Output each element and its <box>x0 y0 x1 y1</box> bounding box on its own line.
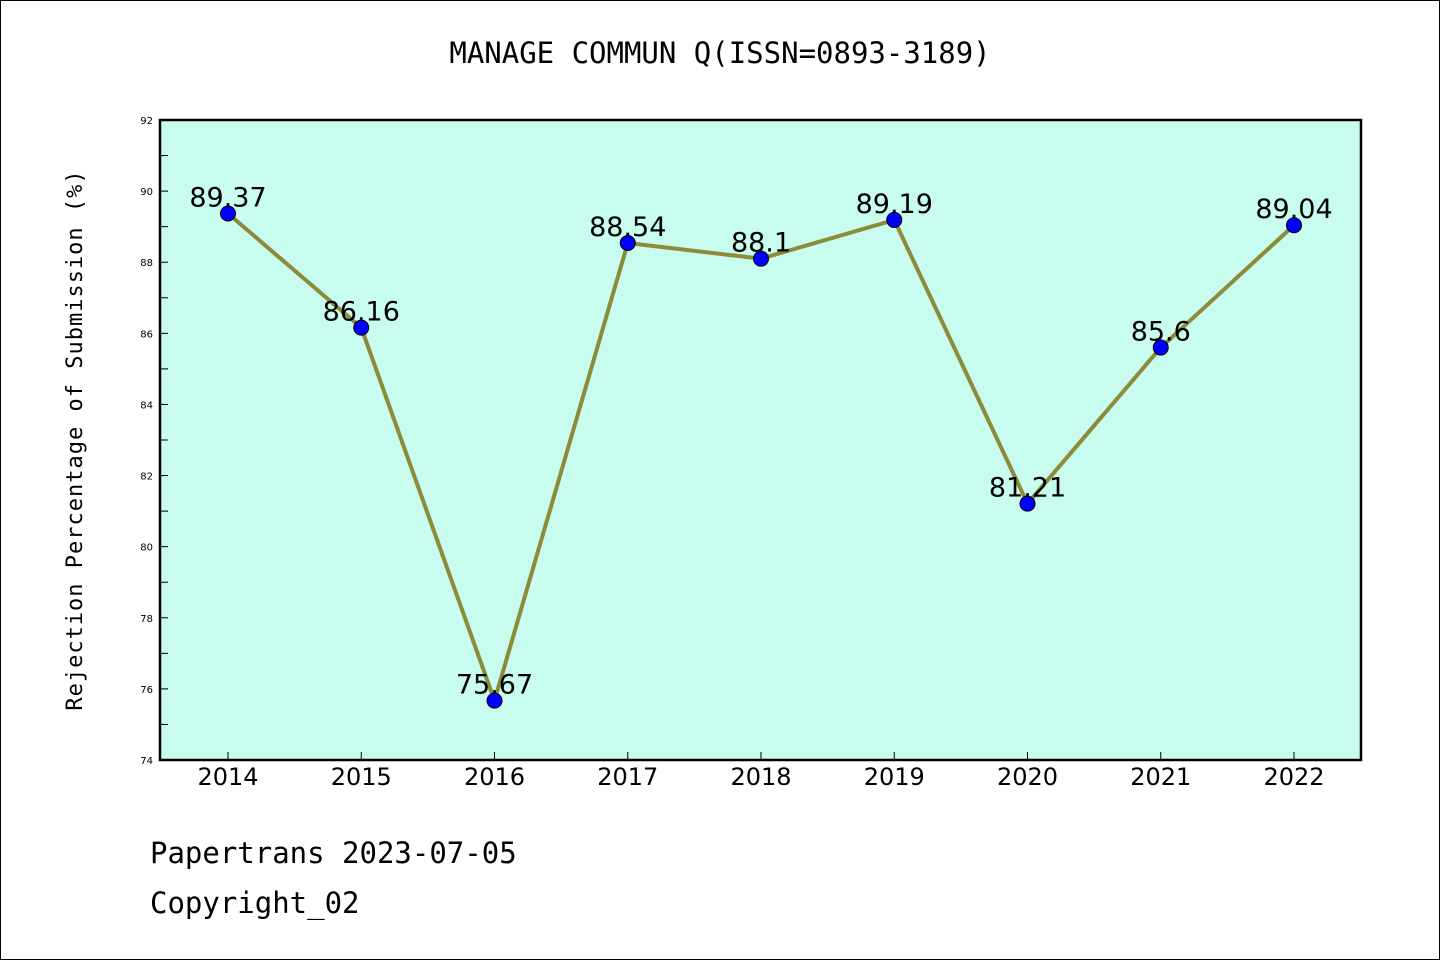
y-axis-label: Rejection Percentage of Submission (%) <box>63 169 88 710</box>
data-label: 81.21 <box>989 473 1066 504</box>
data-point <box>220 205 236 222</box>
x-tick-label: 2016 <box>464 763 525 791</box>
data-label: 88.1 <box>731 228 791 259</box>
data-point <box>1019 495 1036 512</box>
x-tick-label: 2020 <box>997 763 1058 791</box>
y-tick-label: 80 <box>140 543 153 554</box>
data-point <box>1286 217 1302 234</box>
data-point <box>486 692 503 709</box>
y-tick-label: 90 <box>140 187 153 198</box>
data-labels-group: 89.37 86.16 75.67 88.54 88.1 89.19 81.21 85.6 89… <box>189 183 1332 701</box>
data-label: 85.6 <box>1131 317 1191 348</box>
data-point <box>1152 339 1169 356</box>
data-point <box>886 211 903 228</box>
y-tick-label: 82 <box>140 472 153 483</box>
x-tick-label: 2014 <box>197 763 258 791</box>
chart-title: MANAGE COMMUN Q(ISSN=0893-3189) <box>449 36 991 70</box>
data-label: 89.37 <box>189 183 266 214</box>
y-tick-label: 84 <box>140 400 153 411</box>
data-label: 88.54 <box>589 212 666 243</box>
y-axis: 74 76 78 80 82 84 86 88 90 92 <box>140 116 168 767</box>
data-label: 86.16 <box>323 297 400 328</box>
y-tick-label: 88 <box>140 258 153 269</box>
data-label: 75.67 <box>456 670 533 701</box>
plot-area <box>158 118 1363 762</box>
x-tick-label: 2017 <box>597 763 658 791</box>
data-point <box>353 319 370 336</box>
data-label: 89.04 <box>1255 194 1332 225</box>
data-point <box>619 235 636 252</box>
y-tick-label: 92 <box>140 116 153 127</box>
markers-group <box>220 205 1302 709</box>
y-tick-label: 76 <box>140 685 153 696</box>
y-tick-label: 86 <box>140 329 153 340</box>
footer-date: Papertrans 2023-07-05 <box>150 836 517 870</box>
x-axis: 2014 2015 2016 2017 2018 2019 2020 2021 2022 <box>197 752 1325 791</box>
x-tick-label: 2019 <box>864 763 925 791</box>
x-tick-label: 2015 <box>331 763 392 791</box>
data-point <box>753 250 769 267</box>
data-label: 89.19 <box>856 189 933 220</box>
x-tick-label: 2021 <box>1130 763 1191 791</box>
y-tick-label: 74 <box>140 756 153 767</box>
footer-copyright: Copyright_02 <box>150 886 360 920</box>
x-tick-label: 2018 <box>730 763 791 791</box>
y-tick-label: 78 <box>140 614 153 625</box>
x-tick-label: 2022 <box>1263 763 1324 791</box>
